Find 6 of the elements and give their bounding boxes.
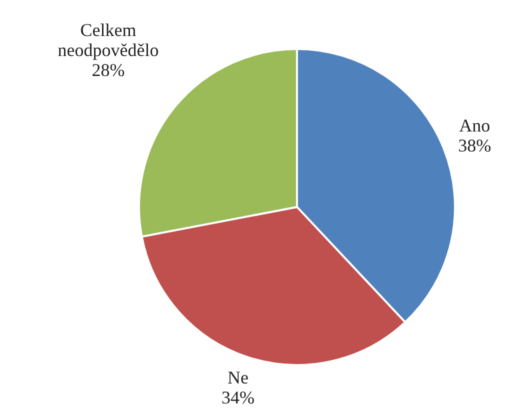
data-label: 28% xyxy=(92,60,125,80)
data-label: 34% xyxy=(221,388,254,408)
data-label: 38% xyxy=(458,136,492,156)
slice-label: Celkem neodpovědělo xyxy=(58,20,159,60)
slice-label: Ne xyxy=(227,368,248,388)
slice-label: Ano xyxy=(459,116,490,136)
